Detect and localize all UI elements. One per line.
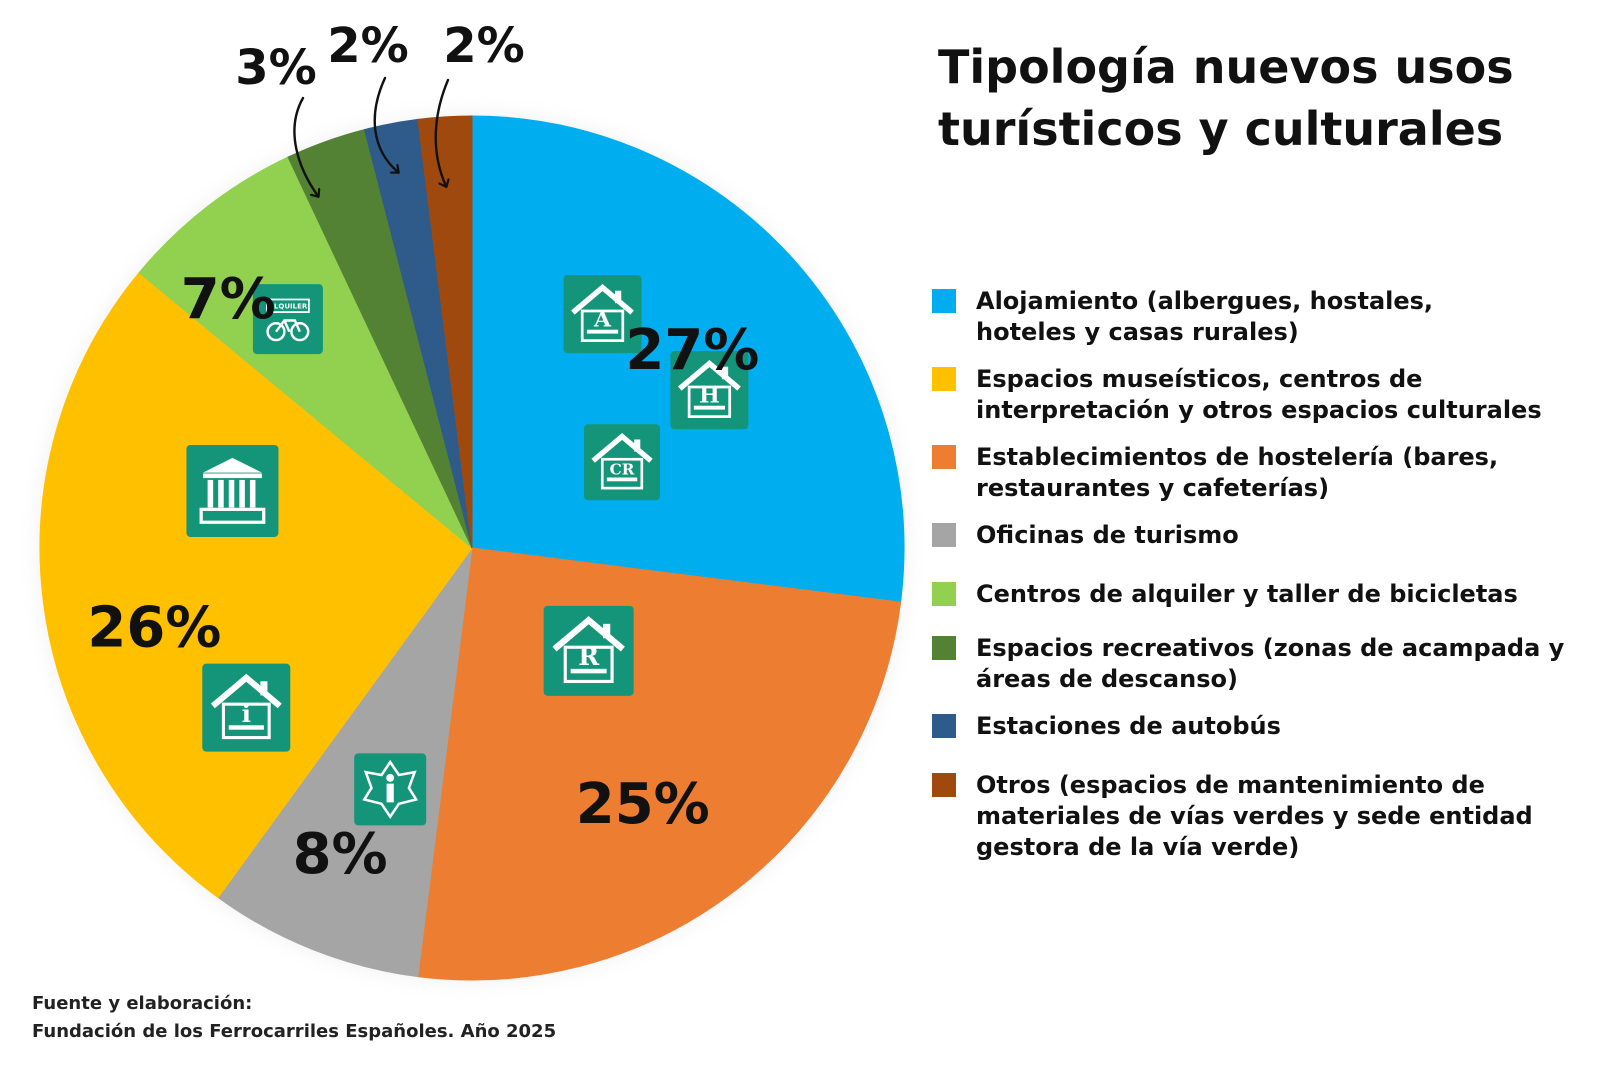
data-label-espacios: 26%	[87, 595, 221, 660]
legend-item-espacios: Espacios recreativos (zonas de acampada …	[932, 633, 1572, 695]
legend-swatch	[932, 445, 956, 469]
chart-title-line-1: Tipología nuevos usos	[938, 40, 1514, 94]
source-note: Fuente y elaboración: Fundación de los F…	[32, 990, 556, 1046]
legend-label: Espacios recreativos (zonas de acampada …	[976, 634, 1565, 693]
chart-title-line-2: turísticos y culturales	[938, 102, 1504, 156]
label-arrow	[373, 76, 398, 172]
pie-slice-oficinas	[217, 547, 473, 978]
museo-icon	[186, 444, 279, 537]
icon-glyph-letter: i	[242, 699, 251, 728]
pie-slice-espacios	[39, 271, 473, 899]
icon-glyph-letter: CR	[610, 460, 635, 478]
legend-swatch	[932, 523, 956, 547]
legend-swatch	[932, 636, 956, 660]
legend-label: Oficinas de turismo	[976, 521, 1239, 549]
source-line-1: Fuente y elaboración:	[32, 993, 253, 1014]
legend-swatch	[932, 714, 956, 738]
data-label-alojamiento: 27%	[625, 318, 759, 383]
data-label-estaciones: 2%	[327, 18, 409, 74]
legend-swatch	[932, 367, 956, 391]
legend-label: Otros (espacios de mantenimiento de mate…	[976, 771, 1533, 861]
legend-item-otros: Otros (espacios de mantenimiento de mate…	[932, 770, 1572, 863]
legend: Alojamiento (albergues, hostales, hotele…	[932, 286, 1572, 863]
label-arrow	[293, 96, 318, 196]
legend-item-centros: Centros de alquiler y taller de biciclet…	[932, 579, 1572, 610]
albergue-icon: A	[563, 275, 642, 354]
legend-label: Estaciones de autobús	[976, 712, 1281, 740]
icon-glyph-letter: H	[699, 383, 720, 409]
alquiler-sign-text: ALQUILER	[269, 303, 308, 311]
hostal-icon: H	[670, 351, 749, 430]
source-line-2: Fundación de los Ferrocarriles Españoles…	[32, 1021, 557, 1042]
data-label-otros: 2%	[443, 18, 525, 74]
legend-item-establecimientos: Establecimientos de hostelería (bares, r…	[932, 442, 1572, 504]
legend-label: Alojamiento (albergues, hostales, hotele…	[976, 287, 1434, 346]
info-icon	[354, 753, 427, 826]
legend-item-alojamiento: Alojamiento (albergues, hostales, hotele…	[932, 286, 1572, 348]
legend-item-oficinas: Oficinas de turismo	[932, 520, 1572, 551]
data-label-centros: 7%	[181, 267, 276, 332]
legend-item-estaciones: Estaciones de autobús	[932, 711, 1572, 742]
legend-item-espacios: Espacios museísticos, centros de interpr…	[932, 364, 1572, 426]
legend-swatch	[932, 582, 956, 606]
pie-slice-otros	[417, 115, 473, 549]
casa-rural-icon: CR	[584, 424, 661, 501]
centro-interpretacion-icon: i	[202, 663, 291, 752]
chart-title: Tipología nuevos usos turísticos y cultu…	[938, 36, 1558, 160]
legend-swatch	[932, 289, 956, 313]
icon-glyph-letter: A	[593, 307, 612, 333]
data-label-oficinas: 8%	[293, 822, 388, 887]
data-label-establecimientos: 25%	[576, 772, 710, 837]
legend-swatch	[932, 773, 956, 797]
legend-label: Establecimientos de hostelería (bares, r…	[976, 443, 1499, 502]
alquiler-bicicletas-icon: ALQUILER	[252, 284, 323, 355]
icon-glyph-letter: R	[578, 641, 600, 671]
pie-slice-establecimientos	[417, 547, 902, 981]
restaurante-icon: R	[543, 605, 634, 696]
legend-label: Espacios museísticos, centros de interpr…	[976, 365, 1542, 424]
data-label-espacios: 3%	[235, 40, 317, 96]
label-arrow	[434, 78, 448, 186]
legend-label: Centros de alquiler y taller de biciclet…	[976, 580, 1518, 608]
